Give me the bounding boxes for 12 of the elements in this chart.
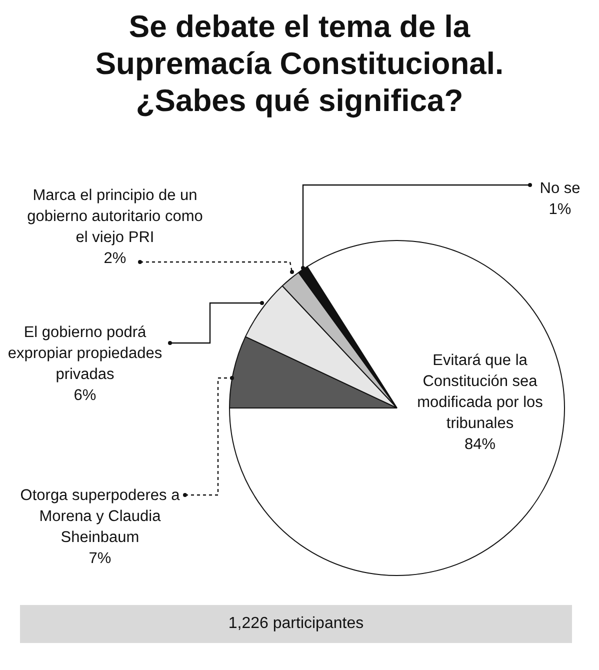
slice-label: Otorga superpoderes a Morena y Claudia Sheinbaum [20, 486, 180, 548]
slice-label: El gobierno podrá expropiar propiedades privadas [6, 323, 164, 385]
slice-label: No se [538, 179, 582, 199]
chart-title: Se debate el tema de la Supremacía Constitucional. ¿Sabes qué significa? [94, 8, 505, 119]
data-label: 1% [548, 200, 572, 220]
data-label: 2% [102, 249, 128, 269]
data-label: 6% [72, 386, 98, 406]
data-label: 84% [463, 435, 497, 455]
text: 1,226 participantes [20, 605, 572, 643]
data-label: 7% [88, 549, 112, 569]
slice-label: Marca el principio de un gobierno autoritario como el viejo PRI [26, 186, 204, 248]
slice-label: Evitará que la Constitución sea modificada por los tribunales [416, 351, 544, 434]
